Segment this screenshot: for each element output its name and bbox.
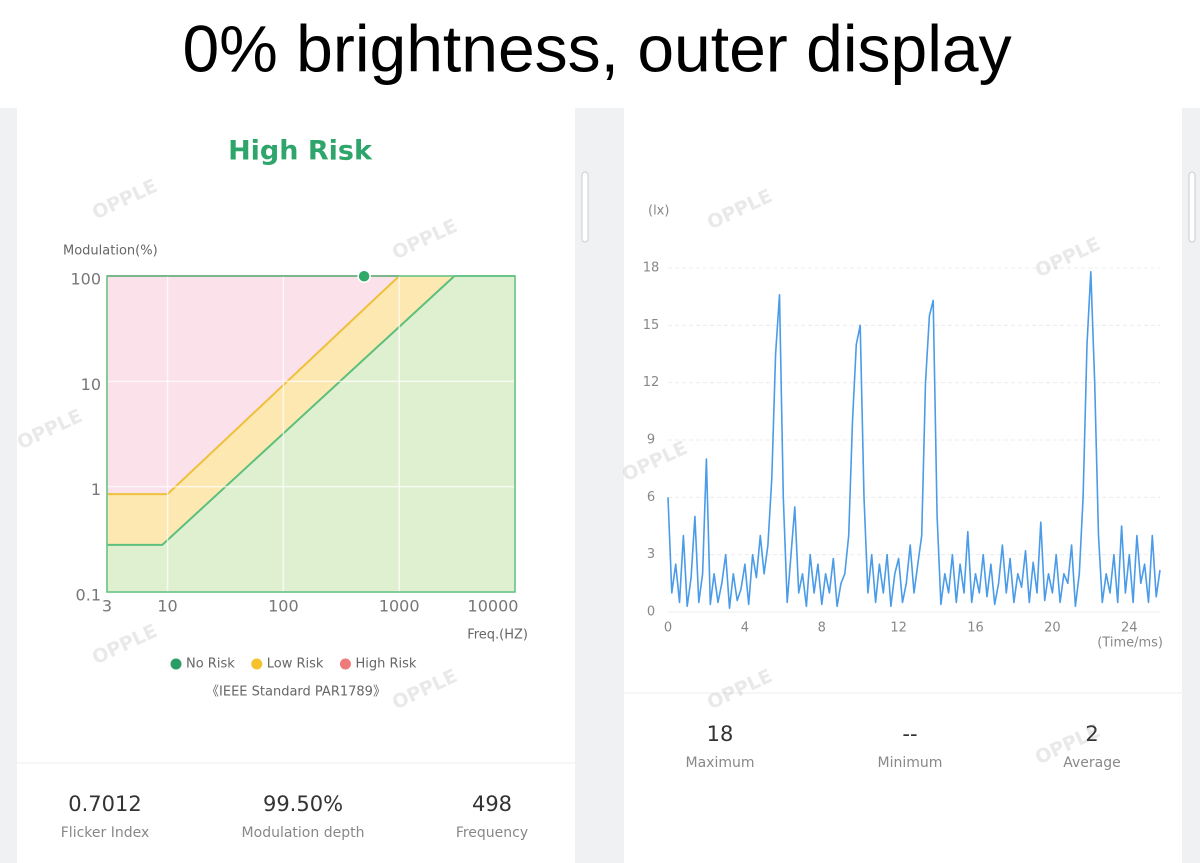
stat-label: Frequency (456, 825, 528, 841)
stat-value: -- (902, 722, 917, 746)
scrollbar[interactable] (581, 171, 589, 243)
legend-label: High Risk (355, 657, 416, 672)
stat-label: Flicker Index (61, 825, 150, 841)
y-tick-label: 18 (643, 261, 660, 276)
y-tick-label: 0.1 (76, 586, 101, 605)
x-tick-label: 10000 (468, 597, 519, 616)
x-tick-label: 16 (967, 621, 984, 636)
scrollbar[interactable] (1188, 171, 1196, 243)
right-card (624, 108, 1182, 863)
stat-value: 498 (472, 792, 512, 816)
stat-value: 99.50% (263, 792, 343, 816)
x-tick-label: 0 (664, 621, 672, 636)
legend-dot (339, 658, 351, 670)
plot-frame (106, 275, 516, 593)
x-axis-label: Freq.(HZ) (467, 628, 528, 643)
y-tick-label: 0 (647, 605, 655, 620)
x-tick-label: 12 (890, 621, 907, 636)
x-tick-label: 20 (1044, 621, 1061, 636)
stat-value: 2 (1085, 722, 1098, 746)
y-tick-label: 6 (647, 490, 655, 505)
standard-note: 《IEEE Standard PAR1789》 (206, 685, 386, 700)
stat-label: Maximum (686, 755, 755, 771)
y-tick-label: 15 (643, 318, 660, 333)
y-tick-label: 1 (91, 480, 101, 499)
stat-label: Minimum (878, 755, 943, 771)
legend-label: Low Risk (267, 657, 324, 672)
x-tick-label: 4 (741, 621, 749, 636)
lux-line (667, 271, 1161, 609)
x-axis-label: (Time/ms) (1097, 636, 1163, 651)
x-tick-label: 1000 (379, 597, 420, 616)
legend-label: No Risk (186, 657, 235, 672)
y-axis-label: (lx) (648, 204, 669, 219)
measurement-point (357, 269, 371, 283)
y-axis-label: Modulation(%) (63, 244, 158, 259)
stat-value: 18 (707, 722, 734, 746)
y-tick-label: 100 (70, 270, 101, 289)
x-tick-label: 24 (1121, 621, 1138, 636)
x-tick-label: 100 (268, 597, 299, 616)
y-tick-label: 10 (81, 375, 101, 394)
y-tick-label: 9 (647, 433, 655, 448)
legend-dot (251, 658, 263, 670)
header (0, 0, 1200, 108)
y-tick-label: 3 (647, 547, 655, 562)
stat-label: Average (1063, 755, 1121, 771)
status: High Risk (228, 136, 373, 167)
risk-region (107, 276, 515, 592)
stat-value: 0.7012 (68, 792, 141, 816)
x-tick-label: 10 (157, 597, 177, 616)
stat-label: Modulation depth (242, 825, 365, 841)
x-tick-label: 8 (818, 621, 826, 636)
page-title: 0% brightness, outer display (182, 11, 1011, 85)
y-tick-label: 12 (643, 375, 660, 390)
x-tick-label: 3 (102, 597, 112, 616)
legend-dot (170, 658, 182, 670)
